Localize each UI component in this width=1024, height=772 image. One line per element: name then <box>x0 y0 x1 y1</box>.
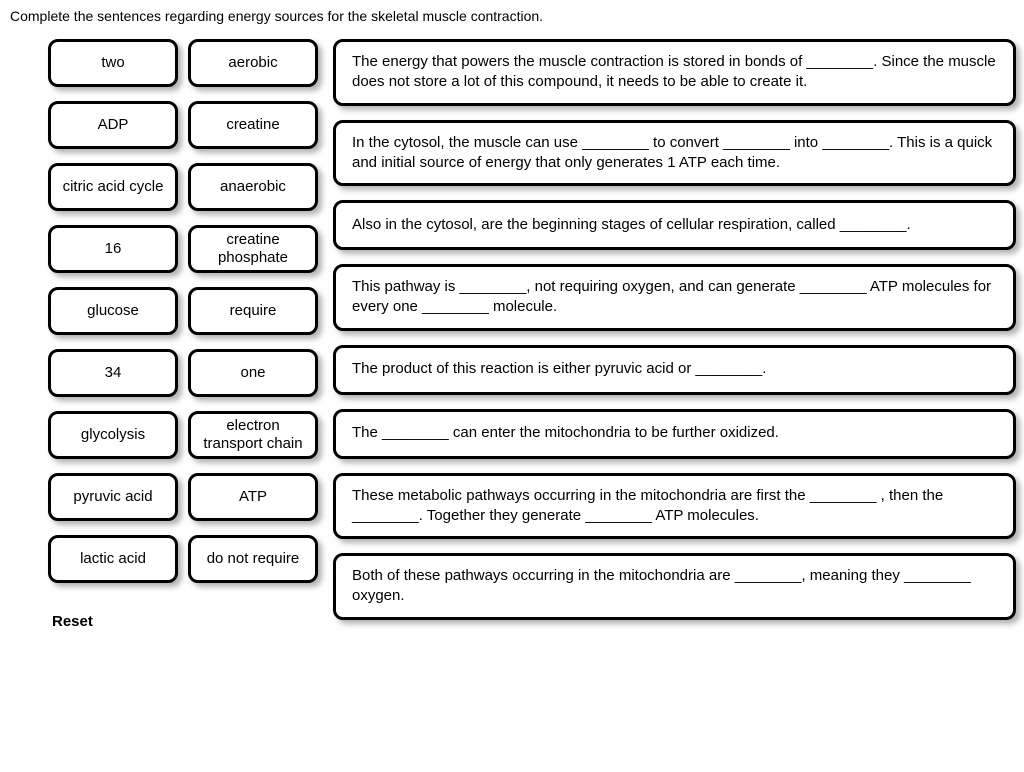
term-card[interactable]: require <box>188 287 318 335</box>
sentence-text: Both of these pathways occurring in the … <box>352 566 997 607</box>
term-card[interactable]: citric acid cycle <box>48 163 178 211</box>
main-layout: two aerobic ADP creatine citric acid cyc… <box>8 39 1016 630</box>
sentence-text: In the cytosol, the muscle can use _____… <box>352 133 997 174</box>
sentence-text: These metabolic pathways occurring in th… <box>352 486 997 527</box>
term-card[interactable]: lactic acid <box>48 535 178 583</box>
sentences-column: The energy that powers the muscle contra… <box>333 39 1016 620</box>
instruction-text: Complete the sentences regarding energy … <box>8 8 1016 24</box>
term-card[interactable]: 16 <box>48 225 178 273</box>
term-card[interactable]: two <box>48 39 178 87</box>
sentence-text: The ________ can enter the mitochondria … <box>352 423 779 443</box>
sentence-card[interactable]: The product of this reaction is either p… <box>333 345 1016 395</box>
terms-column: two aerobic ADP creatine citric acid cyc… <box>48 39 318 630</box>
term-card[interactable]: one <box>188 349 318 397</box>
term-card[interactable]: anaerobic <box>188 163 318 211</box>
sentence-card[interactable]: In the cytosol, the muscle can use _____… <box>333 120 1016 187</box>
term-card[interactable]: aerobic <box>188 39 318 87</box>
term-card[interactable]: ATP <box>188 473 318 521</box>
sentence-card[interactable]: This pathway is ________, not requiring … <box>333 264 1016 331</box>
term-card[interactable]: do not require <box>188 535 318 583</box>
sentence-text: The product of this reaction is either p… <box>352 359 766 379</box>
sentence-text: This pathway is ________, not requiring … <box>352 277 997 318</box>
term-card[interactable]: 34 <box>48 349 178 397</box>
sentence-card[interactable]: Also in the cytosol, are the beginning s… <box>333 200 1016 250</box>
sentence-card[interactable]: Both of these pathways occurring in the … <box>333 553 1016 620</box>
sentence-card[interactable]: The ________ can enter the mitochondria … <box>333 409 1016 459</box>
reset-button[interactable]: Reset <box>48 613 318 630</box>
sentence-card[interactable]: These metabolic pathways occurring in th… <box>333 473 1016 540</box>
term-card[interactable]: creatine phosphate <box>188 225 318 273</box>
sentence-text: The energy that powers the muscle contra… <box>352 52 997 93</box>
term-card[interactable]: electron transport chain <box>188 411 318 459</box>
terms-grid: two aerobic ADP creatine citric acid cyc… <box>48 39 318 583</box>
term-card[interactable]: ADP <box>48 101 178 149</box>
term-card[interactable]: glucose <box>48 287 178 335</box>
term-card[interactable]: glycolysis <box>48 411 178 459</box>
sentence-card[interactable]: The energy that powers the muscle contra… <box>333 39 1016 106</box>
sentence-text: Also in the cytosol, are the beginning s… <box>352 215 911 235</box>
term-card[interactable]: creatine <box>188 101 318 149</box>
term-card[interactable]: pyruvic acid <box>48 473 178 521</box>
